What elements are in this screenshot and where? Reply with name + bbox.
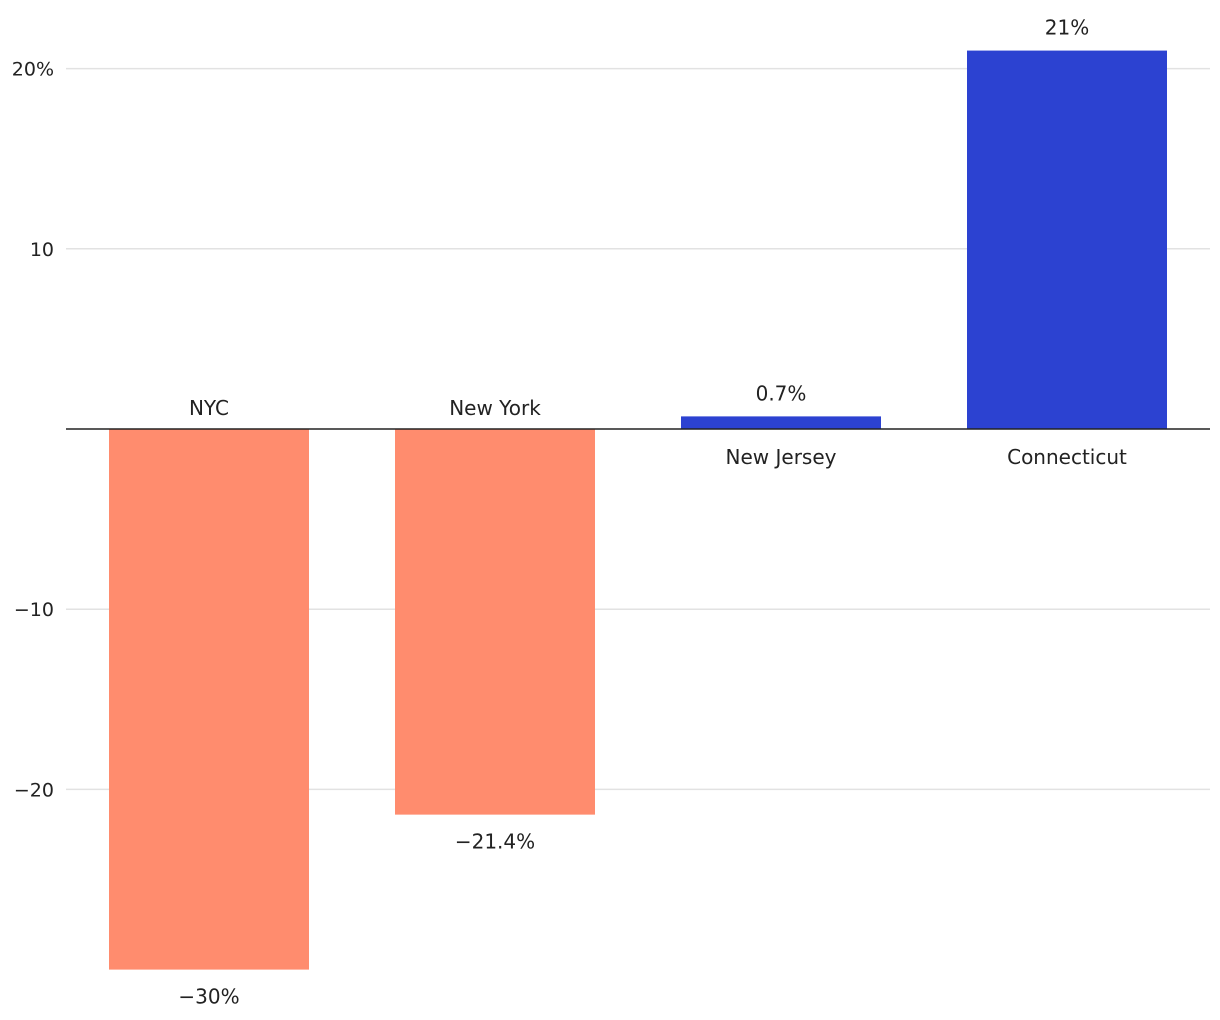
category-label: NYC [189, 396, 229, 420]
bar-connecticut [967, 50, 1167, 430]
category-label: Connecticut [1007, 445, 1127, 469]
y-tick-label: −10 [14, 599, 54, 621]
bars [109, 50, 1167, 970]
y-tick-label: 10 [30, 239, 54, 261]
y-tick-label: 20% [12, 59, 54, 81]
data-label: −30% [178, 985, 239, 1009]
category-label: New Jersey [726, 445, 837, 469]
bar-nyc [109, 429, 309, 970]
data-label: 0.7% [756, 381, 807, 405]
bar-new-york [395, 429, 595, 815]
data-label: −21.4% [455, 830, 535, 854]
bar-new-jersey [681, 416, 881, 429]
category-label: New York [449, 396, 541, 420]
data-label: 21% [1045, 16, 1089, 40]
labels: NYC −30% New York −21.4% New Jersey 0.7% Conne… [178, 16, 1127, 1009]
y-tick-label: −20 [14, 779, 54, 801]
y-axis-ticks: 20% 10 −10 −20 [12, 59, 54, 802]
